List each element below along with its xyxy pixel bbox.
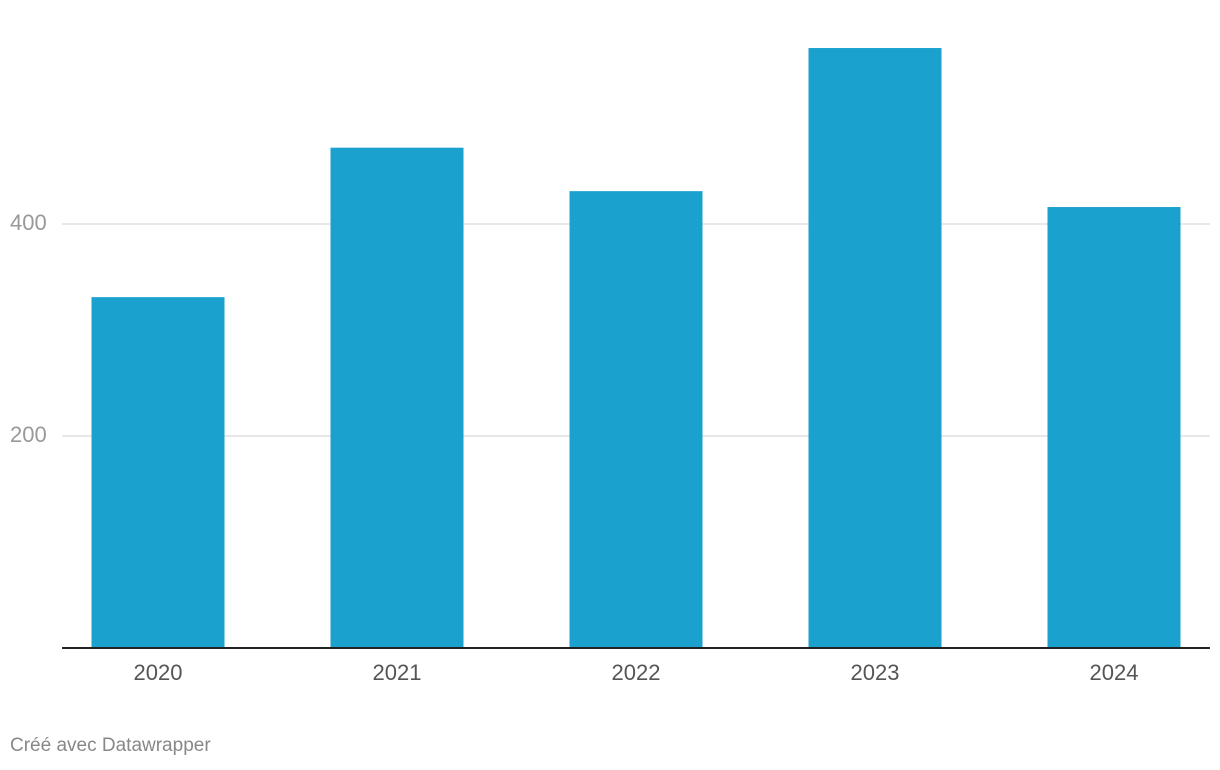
bar [330, 147, 464, 648]
bar [569, 191, 703, 648]
bar [1047, 207, 1181, 649]
y-tick-label: 200 [10, 422, 47, 447]
x-tick-label: 2024 [1090, 660, 1139, 685]
footer: Créé avec Datawrapper [10, 735, 211, 756]
bar [808, 48, 942, 649]
y-tick-label: 400 [10, 210, 47, 235]
bar [91, 297, 225, 648]
x-tick-label: 2020 [134, 660, 183, 685]
x-tick-label: 2022 [612, 660, 661, 685]
x-tick-label: 2021 [373, 660, 422, 685]
x-tick-label: 2023 [851, 660, 900, 685]
